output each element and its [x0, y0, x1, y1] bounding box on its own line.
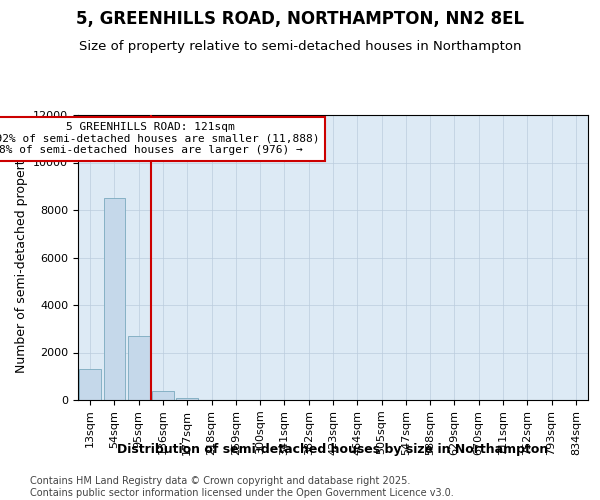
Text: Size of property relative to semi-detached houses in Northampton: Size of property relative to semi-detach… [79, 40, 521, 53]
Bar [152, 390, 174, 400]
Bar [79, 369, 101, 400]
Text: 5, GREENHILLS ROAD, NORTHAMPTON, NN2 8EL: 5, GREENHILLS ROAD, NORTHAMPTON, NN2 8EL [76, 10, 524, 28]
Bar [128, 336, 149, 400]
Bar [176, 398, 198, 400]
Bar [104, 198, 125, 400]
Text: 5 GREENHILLS ROAD: 121sqm
← 92% of semi-detached houses are smaller (11,888)
8% : 5 GREENHILLS ROAD: 121sqm ← 92% of semi-… [0, 122, 320, 156]
Text: Distribution of semi-detached houses by size in Northampton: Distribution of semi-detached houses by … [118, 442, 548, 456]
Text: Contains HM Land Registry data © Crown copyright and database right 2025.
Contai: Contains HM Land Registry data © Crown c… [30, 476, 454, 498]
Y-axis label: Number of semi-detached properties: Number of semi-detached properties [14, 142, 28, 373]
